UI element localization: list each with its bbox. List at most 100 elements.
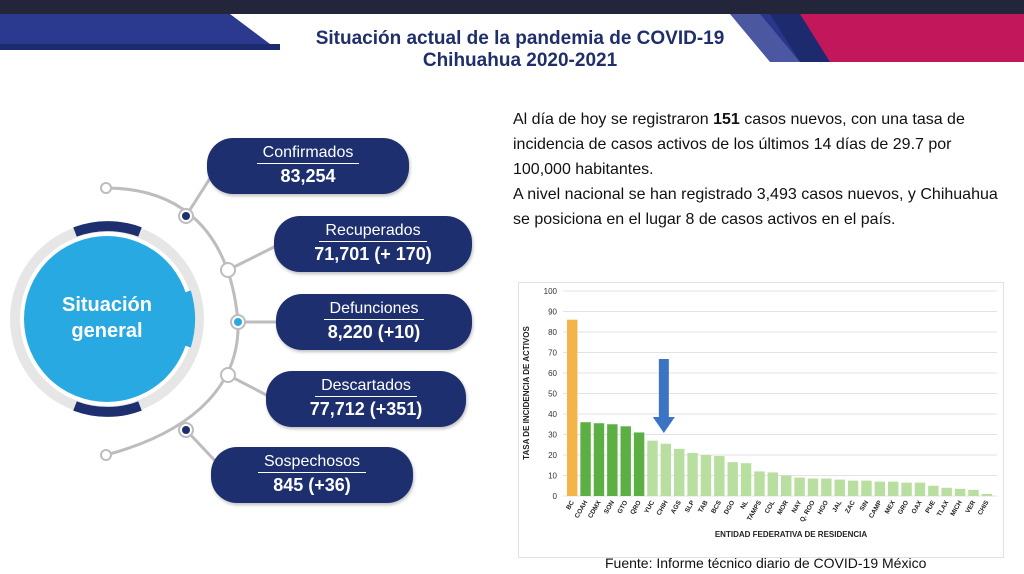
page-title: Situación actual de la pandemia de COVID… <box>315 28 725 49</box>
category-label: GRO <box>897 500 910 516</box>
bar-mor <box>781 475 792 496</box>
category-label: QRO <box>629 500 642 516</box>
stat-pill-defunciones: Defunciones 8,220 (+10) <box>276 294 472 350</box>
category-label: MOR <box>776 499 790 516</box>
blank-box <box>22 482 198 560</box>
bar-chis <box>981 493 993 496</box>
category-label: JAL <box>831 499 843 513</box>
bar-coah <box>580 422 591 496</box>
stat-label: Sospechosos <box>257 453 367 473</box>
info-paragraph-1: Al día de hoy se registraron 151 casos n… <box>513 111 965 178</box>
bar-tab <box>700 455 712 496</box>
category-label: PUE <box>924 499 937 515</box>
stat-pill-recuperados: Recuperados 71,701 (+ 170) <box>274 216 472 272</box>
bar-yuc <box>647 440 658 496</box>
category-label: CHIS <box>977 499 991 517</box>
stat-label: Confirmados <box>256 144 360 164</box>
stat-pill-descartados: Descartados 77,712 (+351) <box>266 371 466 427</box>
category-label: DGO <box>723 500 736 516</box>
info-paragraph-2: A nivel nacional se han registrado 3,493… <box>513 186 998 228</box>
category-label: COL <box>764 499 777 514</box>
arrow-shaft <box>658 359 669 417</box>
bar-jal <box>834 479 845 496</box>
y-tick-label: 70 <box>548 349 557 358</box>
category-label: SON <box>603 499 616 515</box>
y-tick-label: 30 <box>548 431 557 440</box>
category-label: VER <box>964 499 977 514</box>
bar-pue <box>928 485 939 496</box>
category-label: TLAX <box>936 499 951 518</box>
y-tick-label: 40 <box>548 410 557 419</box>
category-label: AGS <box>670 499 683 515</box>
header-band <box>0 14 1024 62</box>
category-label: OAX <box>911 499 924 515</box>
category-label: YUC <box>643 499 656 515</box>
arrow-head <box>652 417 675 433</box>
y-tick-label: 60 <box>548 369 557 378</box>
y-tick-label: 50 <box>548 390 557 399</box>
bar-ver <box>968 489 979 496</box>
category-label: CAMP <box>868 499 884 520</box>
new-cases-count: 151 <box>713 111 740 128</box>
highlight-arrow <box>652 359 675 433</box>
stat-value: 845 (+36) <box>273 475 351 495</box>
y-tick-label: 10 <box>548 472 557 481</box>
y-tick-label: 100 <box>544 287 558 296</box>
category-label: ZAC <box>844 499 857 514</box>
chart-ylabel: TASA DE INCIDENCIA DE ACTIVOS <box>522 326 531 460</box>
category-label: BC <box>565 499 576 511</box>
stat-value: 83,254 <box>280 166 336 186</box>
bar-nay <box>794 477 805 496</box>
bar-sin <box>861 480 872 496</box>
category-label: CHIH <box>656 499 670 517</box>
stat-value: 8,220 (+10) <box>327 322 421 342</box>
connector-diagram <box>10 171 281 468</box>
bar-mich <box>954 488 966 496</box>
bar-chih <box>660 443 672 496</box>
category-label: SLP <box>684 499 697 514</box>
stat-label: Descartados <box>315 377 417 397</box>
category-label: NL <box>739 499 749 510</box>
bar-tlax <box>941 487 952 496</box>
bar-cdmx <box>593 423 605 496</box>
bar-oax <box>914 482 926 496</box>
bar-zac <box>847 480 859 496</box>
category-label: GTO <box>616 500 629 516</box>
category-label: TAB <box>697 499 710 514</box>
bar-qroo <box>807 478 819 496</box>
general-label-line2: general <box>71 320 143 342</box>
bar-son <box>607 424 618 496</box>
y-tick-label: 0 <box>553 492 558 501</box>
y-tick-label: 90 <box>548 308 557 317</box>
bar-tamps <box>754 471 765 496</box>
bar-hgo <box>821 478 832 496</box>
category-label: CDMX <box>587 499 603 520</box>
stat-label: Defunciones <box>323 300 425 320</box>
bar-nl <box>740 463 752 496</box>
category-label: NAY <box>791 499 804 514</box>
category-label: HGO <box>817 500 830 516</box>
stat-pill-confirmados: Confirmados 83,254 <box>207 138 409 194</box>
info-text: Al día de hoy se registraron 151 casos n… <box>513 107 1008 232</box>
category-label: MICH <box>949 499 964 517</box>
category-label: SIN <box>859 499 871 512</box>
stat-pill-sospechosos: Sospechosos 845 (+36) <box>211 447 413 503</box>
bar-mex <box>888 481 899 496</box>
bar-ags <box>674 448 685 496</box>
y-tick-label: 20 <box>548 451 557 460</box>
bar-qro <box>633 432 645 496</box>
stat-value: 77,712 (+351) <box>309 399 423 419</box>
bar-col <box>767 472 779 496</box>
bar-bc <box>567 319 578 496</box>
stat-value: 71,701 (+ 170) <box>314 244 432 264</box>
bar-gto <box>620 426 631 496</box>
chart-svg: TASA DE INCIDENCIA DE ACTIVOS ENTIDAD FE… <box>522 287 997 539</box>
general-label-line1: Situación <box>61 294 152 316</box>
bar-slp <box>687 452 698 496</box>
general-status-circle: Situación general <box>24 236 190 402</box>
y-tick-label: 80 <box>548 328 557 337</box>
source-note: Fuente: Informe técnico diario de COVID-… <box>605 555 927 571</box>
category-label: MEX <box>884 499 897 515</box>
stat-label: Recuperados <box>319 222 427 242</box>
chart-xlabel: ENTIDAD FEDERATIVA DE RESIDENCIA <box>715 530 868 539</box>
